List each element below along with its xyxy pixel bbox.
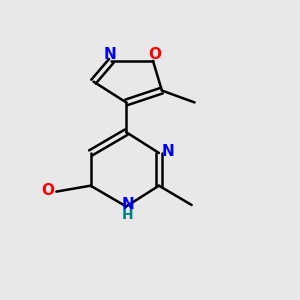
- Text: O: O: [42, 183, 55, 198]
- Text: N: N: [161, 144, 174, 159]
- Text: O: O: [148, 47, 161, 62]
- Text: N: N: [121, 197, 134, 212]
- Text: N: N: [103, 47, 116, 62]
- Text: H: H: [122, 208, 134, 222]
